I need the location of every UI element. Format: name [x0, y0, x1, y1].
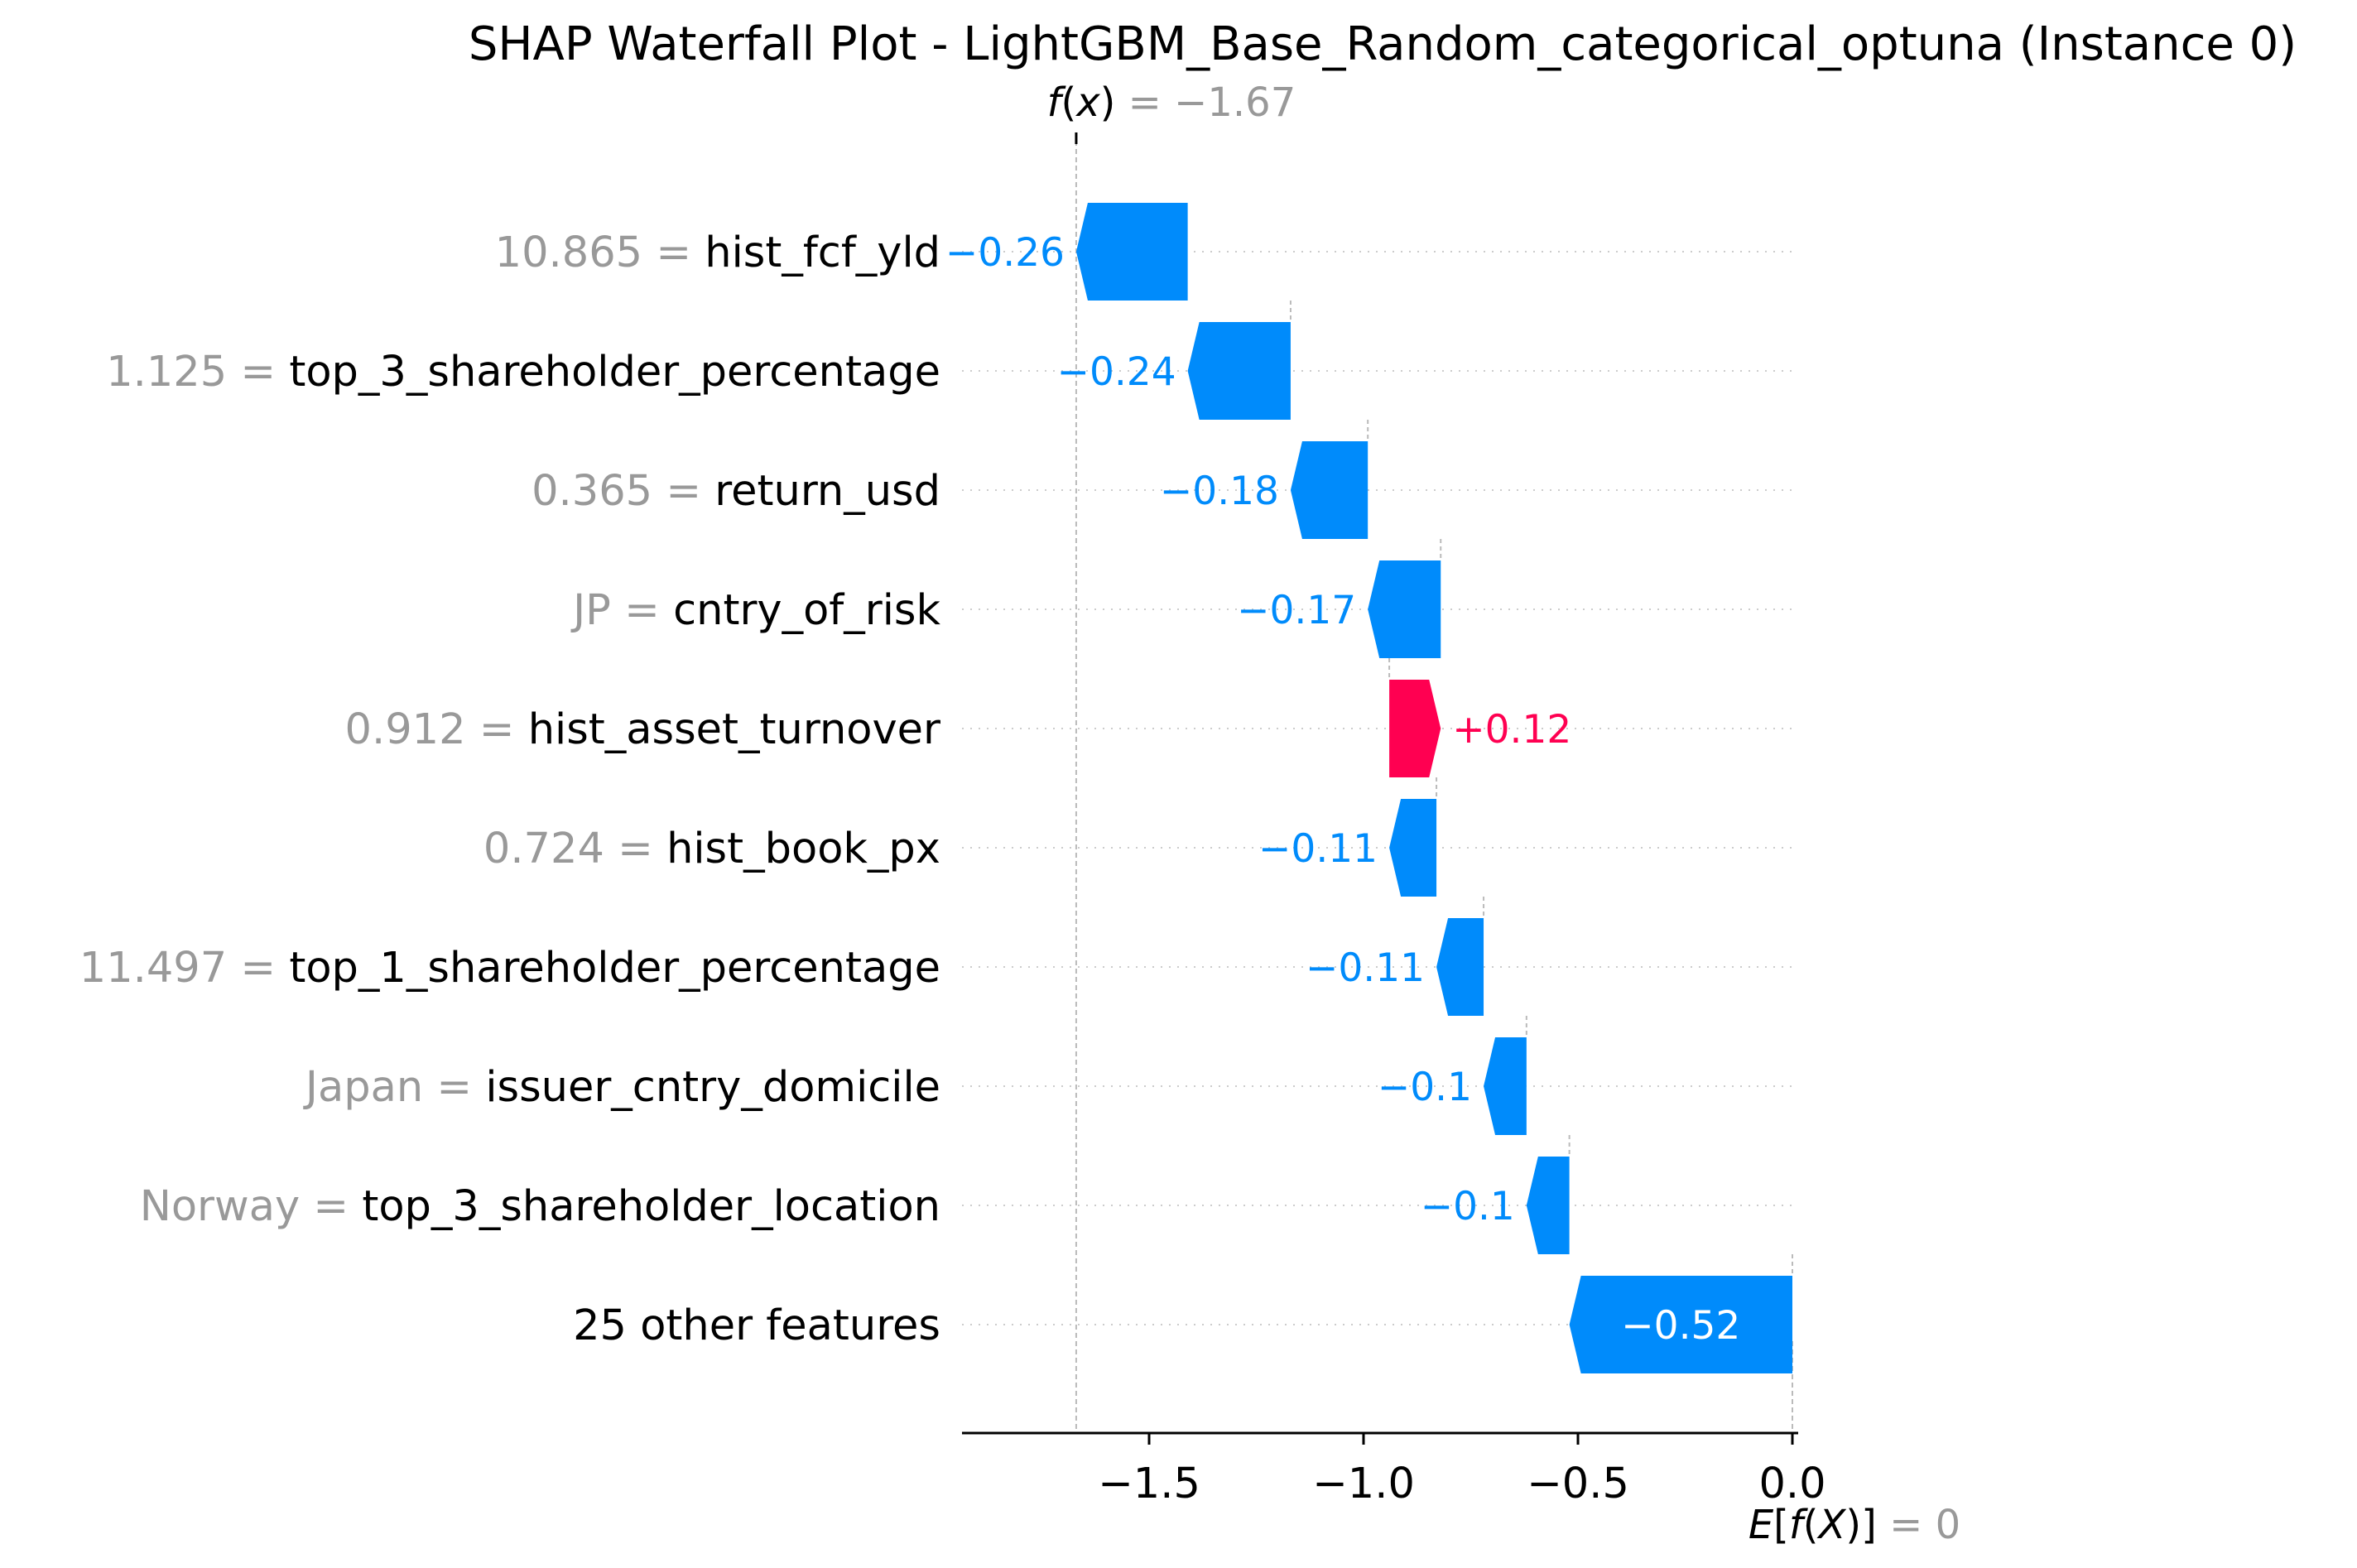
- x-tick-label: −1.0: [1312, 1460, 1415, 1508]
- bars-layer: −0.26 −0.24 −0.18 −0.17 +0.12 −0.11 −0.11 −0.1 −…: [945, 203, 1793, 1373]
- bar-value-label: −0.1: [1378, 1065, 1472, 1110]
- bar-value-label: −0.17: [1237, 588, 1356, 633]
- shap-bar: [1389, 799, 1437, 897]
- bar-value-label: +0.12: [1452, 707, 1571, 753]
- bar-value-label: −0.11: [1306, 945, 1425, 991]
- x-axis: −1.5 −1.0 −0.5 0.0: [962, 1431, 1826, 1508]
- feature-name: return_usd: [714, 467, 940, 516]
- bar-value-label: −0.18: [1160, 469, 1279, 514]
- feature-value: JP =: [570, 586, 673, 635]
- base-value-label: E[f(X)] = 0: [1749, 1502, 1960, 1548]
- base-prefix: E[f(X)]: [1749, 1502, 1877, 1548]
- feature-name: cntry_of_risk: [673, 586, 940, 635]
- shap-bar: [1484, 1037, 1527, 1135]
- feature-name: top_3_shareholder_location: [362, 1182, 940, 1231]
- grid-lines: [962, 141, 1798, 1433]
- chart-title: SHAP Waterfall Plot - LightGBM_Base_Rand…: [469, 17, 2297, 71]
- feature-name: top_3_shareholder_percentage: [289, 348, 940, 397]
- shap-bar: [1436, 918, 1484, 1016]
- value-labels: f(x) = −1.67 E[f(X)] = 0: [1047, 79, 1961, 1548]
- feature-value: 1.125 =: [106, 348, 289, 397]
- bar-value-label: −0.52: [1621, 1303, 1740, 1349]
- feature-label: 10.865 = hist_fcf_yld: [495, 228, 940, 277]
- feature-label: JP = cntry_of_risk: [570, 586, 940, 635]
- feature-value: Norway =: [140, 1182, 363, 1231]
- feature-label: Japan = issuer_cntry_domicile: [303, 1063, 940, 1112]
- feature-label: 1.125 = top_3_shareholder_percentage: [106, 348, 940, 397]
- fx-prefix: f(x): [1047, 79, 1116, 126]
- bar-value-label: −0.24: [1057, 349, 1176, 395]
- fx-value: = −1.67: [1115, 79, 1296, 126]
- feature-label: 11.497 = top_1_shareholder_percentage: [79, 944, 940, 993]
- feature-name: top_1_shareholder_percentage: [289, 944, 940, 993]
- feature-label: 0.912 = hist_asset_turnover: [345, 705, 940, 754]
- feature-label: 0.724 = hist_book_px: [483, 825, 940, 873]
- feature-label: 0.365 = return_usd: [532, 467, 940, 516]
- shap-bar: [1389, 680, 1441, 777]
- shap-bar: [1526, 1157, 1570, 1254]
- x-tick-label: −1.5: [1098, 1460, 1200, 1508]
- feature-name: issuer_cntry_domicile: [485, 1063, 940, 1112]
- shap-bar: [1290, 441, 1369, 539]
- y-axis-labels: 10.865 = hist_fcf_yld 1.125 = top_3_share…: [79, 228, 941, 1350]
- feature-name: 25 other features: [573, 1301, 940, 1350]
- feature-value: 0.365 =: [532, 467, 714, 516]
- base-value: = 0: [1877, 1502, 1960, 1548]
- bar-value-label: −0.11: [1258, 826, 1378, 872]
- shap-bar: [1569, 1276, 1792, 1373]
- feature-label: Norway = top_3_shareholder_location: [140, 1182, 940, 1231]
- shap-bar: [1187, 322, 1291, 420]
- feature-value: 0.912 =: [345, 705, 528, 754]
- shap-bar: [1368, 560, 1441, 658]
- bar-value-label: −0.1: [1421, 1184, 1515, 1229]
- feature-label: 25 other features: [573, 1301, 940, 1350]
- fx-label: f(x) = −1.67: [1047, 79, 1296, 126]
- x-tick-label: 0.0: [1758, 1460, 1825, 1508]
- feature-name: hist_book_px: [666, 825, 940, 873]
- feature-value: 0.724 =: [483, 825, 666, 873]
- x-tick-label: −0.5: [1527, 1460, 1629, 1508]
- feature-name: hist_fcf_yld: [705, 228, 940, 277]
- feature-value: 10.865 =: [495, 228, 705, 277]
- feature-value: Japan =: [303, 1063, 485, 1112]
- bar-value-label: −0.26: [945, 230, 1065, 276]
- feature-name: hist_asset_turnover: [528, 705, 940, 754]
- shap-bar: [1075, 203, 1188, 301]
- feature-value: 11.497 =: [79, 944, 290, 993]
